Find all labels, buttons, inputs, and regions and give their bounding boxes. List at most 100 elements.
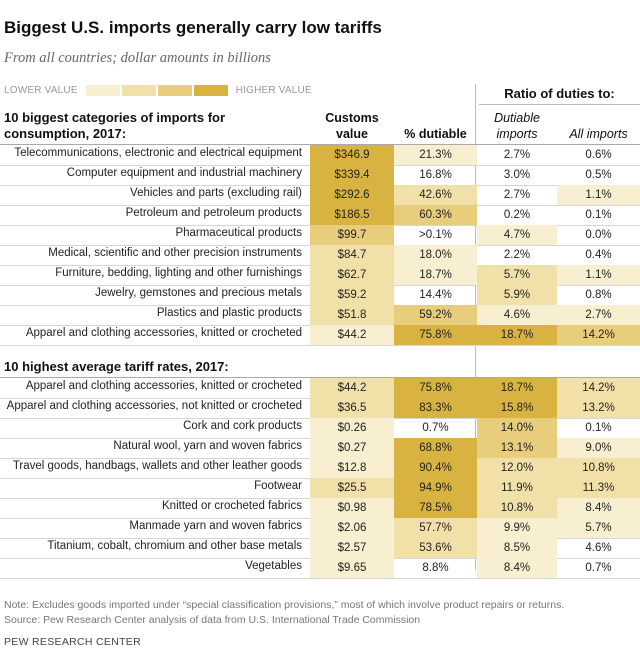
table-row: $12.8 90.4% 12.0% 10.8% Travel goods, handba… [0, 458, 640, 479]
row-label: Plastics and plastic products [156, 307, 302, 319]
cell-pct-dutiable: 94.9% [394, 478, 477, 498]
row-label: Vehicles and parts (excluding rail) [130, 187, 302, 199]
cell-customs-value: $186.5 [310, 205, 394, 225]
cell-customs-value: $44.2 [310, 325, 394, 345]
table-row: $2.57 53.6% 8.5% 4.6% Titanium, cobalt, chro… [0, 538, 640, 559]
row-label: Cork and cork products [183, 420, 302, 432]
cell-all-imports: 0.5% [585, 169, 612, 181]
cell-customs-value: $99.7 [310, 225, 394, 245]
row-label: Titanium, cobalt, chromium and other bas… [47, 540, 302, 552]
cell-all-imports: 0.8% [585, 289, 612, 301]
cell-pct-dutiable: >0.1% [419, 229, 452, 241]
table-row: $36.5 83.3% 15.8% 13.2% Apparel and clothing… [0, 398, 640, 419]
cell-dutiable-imports: 2.7% [503, 189, 531, 201]
table-row: $186.5 60.3% 0.2% 0.1% Petroleum and petrole… [0, 205, 640, 226]
cell-dutiable-imports: 12.0% [477, 458, 557, 478]
cell-customs-value: $25.5 [310, 478, 394, 498]
cell-customs-value: $2.06 [310, 518, 394, 538]
col-header-pct-dutiable: % dutiable [404, 127, 467, 141]
cell-all-imports: 0.4% [585, 249, 612, 261]
row-label: Apparel and clothing accessories, knitte… [25, 380, 302, 392]
cell-all-imports: 2.7% [557, 305, 640, 325]
row-label: Pharmaceutical products [175, 227, 302, 239]
legend-swatch-4 [193, 84, 228, 96]
row-label: Vegetables [245, 560, 302, 572]
cell-all-imports: 0.7% [585, 562, 612, 574]
table-row: $0.26 0.7% 14.0% 0.1% Cork and cork products [0, 418, 640, 439]
legend-swatch-3 [157, 84, 192, 96]
cell-pct-dutiable: 60.3% [394, 205, 477, 225]
row-label: Computer equipment and industrial machin… [66, 167, 302, 179]
table-row: $9.65 8.8% 8.4% 0.7% Vegetables [0, 558, 640, 579]
table-row: $62.7 18.7% 5.7% 1.1% Furniture, bedding, li… [0, 265, 640, 286]
cell-all-imports: 0.6% [585, 149, 612, 161]
cell-dutiable-imports: 0.2% [503, 209, 531, 221]
row-label: Apparel and clothing accessories, knitte… [25, 327, 302, 339]
table-row: $99.7 >0.1% 4.7% 0.0% Pharmaceutical product… [0, 225, 640, 246]
cell-customs-value: $51.8 [310, 305, 394, 325]
cell-dutiable-imports: 9.9% [477, 518, 557, 538]
cell-pct-dutiable: 75.8% [394, 325, 477, 345]
brand-label: PEW RESEARCH CENTER [4, 636, 141, 648]
cell-pct-dutiable: 18.7% [394, 265, 477, 285]
table-row: $44.2 75.8% 18.7% 14.2% Apparel and clothing… [0, 325, 640, 346]
table-row: $44.2 75.8% 18.7% 14.2% Apparel and clothing… [0, 378, 640, 399]
cell-all-imports: 0.0% [585, 229, 612, 241]
row-label: Natural wool, yarn and woven fabrics [113, 440, 302, 452]
cell-dutiable-imports: 15.8% [477, 398, 557, 418]
cell-dutiable-imports: 8.5% [477, 538, 557, 558]
cell-all-imports: 8.4% [557, 498, 640, 518]
row-label: Telecommunications, electronic and elect… [14, 147, 302, 159]
legend-swatch-2 [121, 84, 156, 96]
legend-high-label: HIGHER VALUE [235, 84, 312, 96]
row-label: Jewelry, gemstones and precious metals [95, 287, 302, 299]
cell-all-imports: 0.1% [585, 209, 612, 221]
cell-pct-dutiable: 16.8% [419, 169, 452, 181]
cell-all-imports: 9.0% [557, 438, 640, 458]
cell-customs-value: $12.8 [310, 458, 394, 478]
cell-customs-value: $9.65 [310, 558, 394, 578]
cell-dutiable-imports: 14.0% [477, 418, 557, 438]
color-legend: LOWER VALUE HIGHER VALUE [4, 83, 312, 97]
cell-pct-dutiable: 53.6% [394, 538, 477, 558]
cell-dutiable-imports: 18.7% [477, 325, 557, 345]
legend-swatch-1 [85, 84, 120, 96]
cell-dutiable-imports: 13.1% [477, 438, 557, 458]
cell-pct-dutiable: 83.3% [394, 398, 477, 418]
footnote: Note: Excludes goods imported under “spe… [4, 599, 565, 611]
table-row: $84.7 18.0% 2.2% 0.4% Medical, scientific an… [0, 245, 640, 266]
table-row: $0.27 68.8% 13.1% 9.0% Natural wool, yarn an… [0, 438, 640, 459]
table-row: $2.06 57.7% 9.9% 5.7% Manmade yarn and woven… [0, 518, 640, 539]
table-row: $25.5 94.9% 11.9% 11.3% Footwear [0, 478, 640, 499]
cell-dutiable-imports: 4.6% [477, 305, 557, 325]
cell-customs-value: $62.7 [310, 265, 394, 285]
cell-all-imports: 4.6% [585, 542, 612, 554]
cell-pct-dutiable: 14.4% [419, 289, 452, 301]
cell-customs-value: $44.2 [310, 378, 394, 398]
cell-pct-dutiable: 59.2% [394, 305, 477, 325]
cell-all-imports: 5.7% [557, 518, 640, 538]
table-row: $59.2 14.4% 5.9% 0.8% Jewelry, gemstones and… [0, 285, 640, 306]
ratio-underline [479, 104, 640, 105]
cell-all-imports: 11.3% [557, 478, 640, 498]
section-1-title: 10 biggest categories of imports for con… [4, 110, 226, 141]
cell-all-imports: 1.1% [557, 265, 640, 285]
col-header-customs-value: Customs value [325, 111, 379, 141]
cell-dutiable-imports: 2.2% [503, 249, 531, 261]
table-row: $292.6 42.6% 2.7% 1.1% Vehicles and parts (e… [0, 185, 640, 206]
col-header-dutiable-imports: Dutiable imports [494, 111, 540, 141]
ratio-header: Ratio of duties to: [504, 86, 615, 101]
table-row: $346.9 21.3% 2.7% 0.6% Telecommunications, e… [0, 145, 640, 166]
legend-low-label: LOWER VALUE [4, 84, 78, 96]
cell-dutiable-imports: 11.9% [477, 478, 557, 498]
row-label: Knitted or crocheted fabrics [162, 500, 302, 512]
cell-all-imports: 1.1% [557, 185, 640, 205]
chart-title: Biggest U.S. imports generally carry low… [4, 18, 382, 37]
cell-all-imports: 14.2% [557, 325, 640, 345]
col-header-all-imports: All imports [569, 127, 628, 141]
row-label: Medical, scientific and other precision … [48, 247, 302, 259]
row-label: Footwear [254, 480, 302, 492]
cell-all-imports: 14.2% [557, 378, 640, 398]
section-2-header-rule [0, 377, 640, 378]
cell-dutiable-imports: 3.0% [503, 169, 531, 181]
